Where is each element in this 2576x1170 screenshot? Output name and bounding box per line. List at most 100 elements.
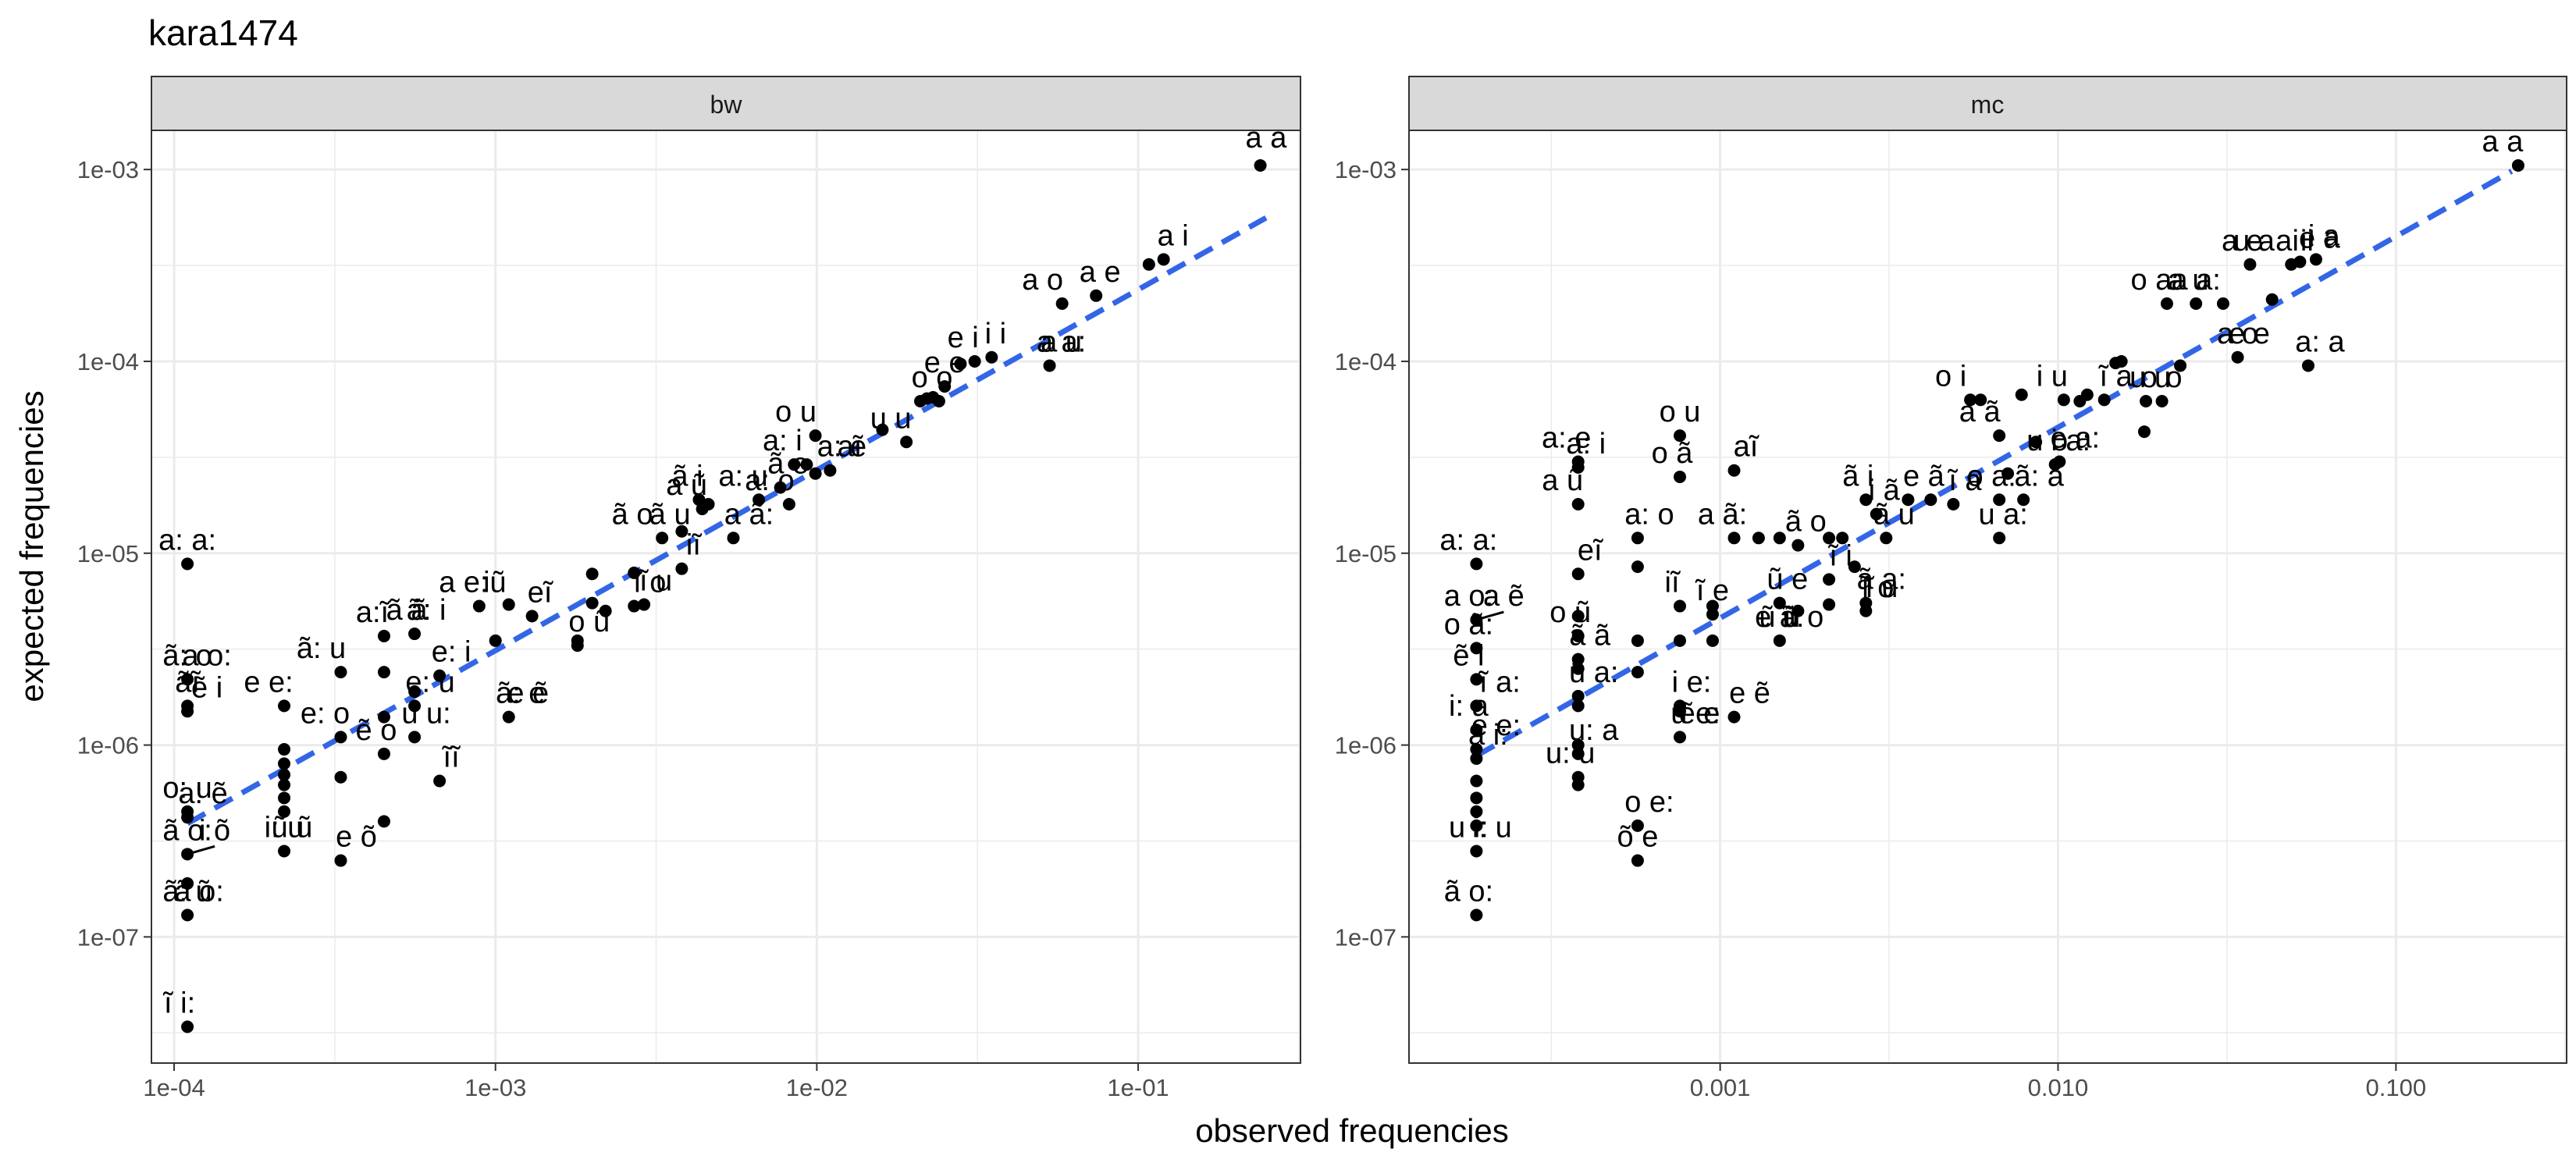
data-point: [1924, 493, 1937, 507]
point-label: u a: [2233, 225, 2275, 258]
data-point: [1470, 673, 1483, 686]
data-point: [1254, 158, 1267, 172]
point-label: i a: [2308, 219, 2340, 252]
fit-line: [1475, 169, 2514, 759]
data-point: [824, 464, 837, 477]
points-mc: [1470, 158, 2524, 922]
point-label: u o: [2026, 425, 2068, 457]
point-labels-bw: a a a i a o a e e i i i a ua a: o u u u e eo o ã i…: [158, 122, 1287, 1020]
y-tick-label: 1e-04: [1335, 348, 1397, 375]
point-label: ã e: [767, 448, 809, 481]
data-point: [1631, 634, 1644, 647]
point-label: o: u: [162, 772, 212, 805]
data-point: [1470, 557, 1483, 571]
data-point: [938, 380, 952, 393]
point-label: ẽ i: [1453, 639, 1484, 672]
data-point: [2265, 293, 2279, 306]
data-point: [1848, 560, 1861, 574]
data-point: [1674, 731, 1687, 744]
point-label: i i: [2293, 225, 2314, 258]
data-point: [599, 604, 612, 617]
x-axis-label: observed frequencies: [1195, 1112, 1509, 1149]
point-label: a: o: [745, 464, 794, 497]
point-label: ĩĩ: [442, 741, 461, 774]
point-label: ĩ u: [1863, 571, 1898, 604]
data-point: [1947, 498, 1960, 511]
data-point: [433, 669, 447, 682]
data-point: [1470, 613, 1483, 627]
point-label: a o: [1022, 264, 1063, 297]
point-label: ĩ a: [2098, 360, 2133, 393]
data-point: [1470, 752, 1483, 765]
data-point: [2293, 255, 2307, 268]
point-label: ĩ o: [1859, 571, 1894, 604]
data-point: [377, 629, 390, 642]
data-point: [876, 423, 889, 436]
data-point: [2001, 467, 2015, 480]
data-point: [2160, 297, 2173, 310]
y-tick-label: 1e-05: [77, 540, 139, 567]
data-point: [181, 673, 194, 686]
data-point: [278, 743, 291, 756]
data-point: [1631, 854, 1644, 867]
data-point: [1993, 493, 2006, 507]
data-point: [1470, 724, 1483, 737]
point-label: aĩ: [838, 431, 863, 464]
data-point: [1773, 532, 1786, 545]
data-point: [2097, 393, 2111, 407]
point-label: a o: [2217, 318, 2258, 350]
data-point: [782, 498, 795, 511]
x-tick-label: 1e-02: [786, 1074, 848, 1101]
data-point: [2301, 359, 2314, 372]
data-point: [1571, 662, 1585, 675]
point-label: u i:: [1449, 811, 1489, 844]
data-point: [278, 805, 291, 818]
point-label: a ã: [1959, 396, 2001, 429]
point-label: ã u: [1873, 498, 1915, 531]
point-label: aĩ: [1734, 431, 1759, 464]
point-label: iũ: [483, 567, 507, 599]
point-label: õ e: [1617, 821, 1659, 854]
point-label: i ã: [1869, 475, 1901, 507]
point-label: o o: [2141, 361, 2183, 394]
data-point: [1470, 743, 1483, 756]
panel-border-bw: [151, 130, 1301, 1064]
y-tick-label: 1e-07: [77, 923, 139, 951]
point-label: e e: [2229, 318, 2270, 350]
data-point: [1752, 532, 1765, 545]
point-label: u: u: [1546, 738, 1595, 770]
data-point: [1090, 289, 1103, 302]
data-point: [1859, 493, 1873, 507]
point-label: u: a: [1569, 714, 1619, 747]
point-label: e e:: [244, 666, 293, 699]
data-point: [1571, 567, 1585, 581]
point-label: a o:: [1444, 580, 1493, 613]
point-label: a e: [2222, 225, 2263, 258]
point-label: ĩ e: [1695, 574, 1729, 607]
x-tick-label: 1e-01: [1107, 1074, 1169, 1101]
point-label: ã: ũ: [162, 875, 212, 908]
point-label: a: u: [718, 460, 767, 493]
data-point: [1674, 705, 1687, 718]
point-label: ã a:: [1857, 564, 1906, 596]
point-label: i õ: [199, 814, 230, 847]
data-point: [1993, 429, 2006, 443]
y-tick-label: 1e-04: [77, 348, 139, 375]
data-point: [1706, 608, 1719, 621]
data-point: [377, 710, 390, 724]
data-point: [181, 877, 194, 890]
point-label: a ũ: [1542, 464, 1583, 497]
data-point: [1631, 560, 1644, 574]
data-point: [334, 666, 347, 679]
point-label: o u: [1660, 396, 1701, 429]
point-label: o ã:: [1444, 608, 1493, 641]
point-label: ãĩ: [175, 666, 201, 699]
data-point: [1571, 689, 1585, 702]
data-point: [1859, 604, 1873, 617]
point-label: u u: [2129, 361, 2171, 394]
y-tick-label: 1e-05: [1335, 540, 1397, 567]
point-label: ĩ o: [632, 567, 666, 599]
point-label: a: i: [763, 425, 802, 457]
point-label: o a:: [1966, 460, 2016, 493]
